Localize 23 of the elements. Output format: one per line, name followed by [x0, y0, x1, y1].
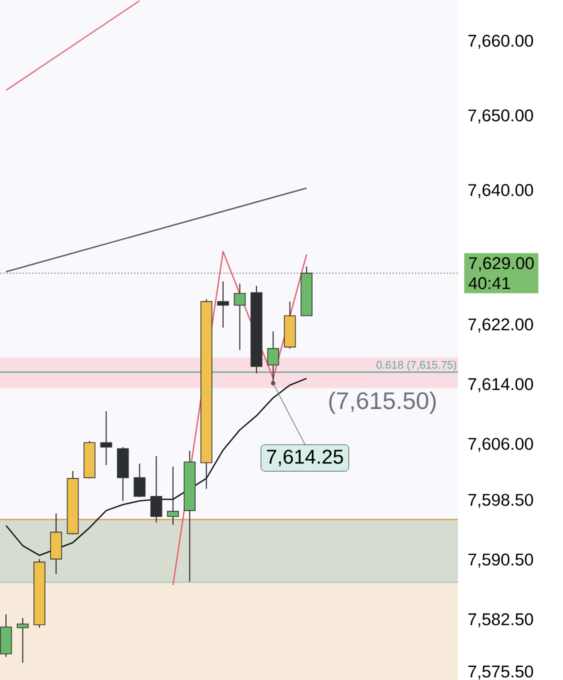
- y-tick-label: 7,614.00: [468, 378, 534, 392]
- y-tick-label: 7,582.50: [468, 613, 534, 628]
- y-tick-label: 7,606.00: [468, 438, 534, 452]
- y-tick-label: 7,590.50: [468, 554, 534, 568]
- ref-line-label: 7,629.00: [469, 257, 534, 272]
- candlestick: [267, 330, 280, 384]
- candlestick: [134, 463, 146, 498]
- candlestick: [234, 283, 246, 351]
- candlestick: [150, 456, 162, 523]
- y-tick-label: 7,622.00: [468, 318, 534, 332]
- y-tick-label: 7,640.00: [468, 184, 534, 198]
- text: (7,615.50): [329, 392, 436, 414]
- y-tick-label: 7,575.50: [468, 666, 534, 680]
- candlestick: [167, 466, 179, 526]
- candlestick: [217, 280, 229, 328]
- y-tick-label: 7,650.00: [468, 109, 534, 124]
- annotation: 7,614.25: [266, 450, 343, 466]
- y-tick-label: 7,598.50: [468, 494, 534, 508]
- y-tick-label: 7,660.00: [468, 34, 534, 49]
- candlestick: [16, 618, 29, 664]
- ref-line-label: 0.618 (7,615.75): [376, 360, 456, 371]
- candlestick: [100, 410, 112, 466]
- text: 40:41: [468, 277, 510, 290]
